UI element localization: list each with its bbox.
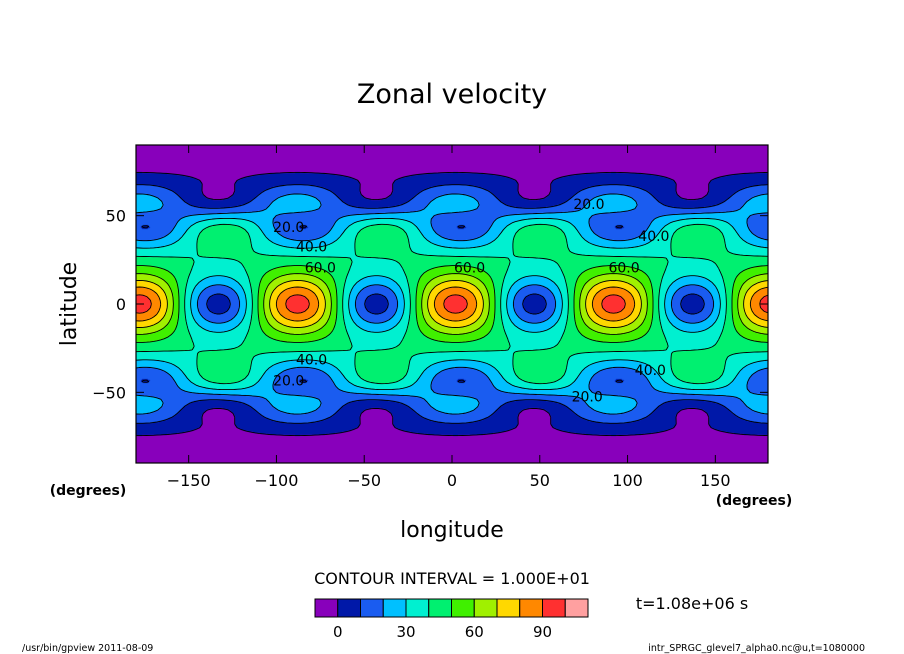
colorbar-swatch [564,598,589,618]
contour-labels: 20.0 40.0 60.0 60.0 60.0 20.0 40.0 40.0 20.0 40.0… [273,197,669,406]
velocity-field [136,145,768,463]
colorbar-swatch [314,598,339,618]
x-tick-label: 0 [447,471,457,490]
colorbar-tick-label: 60 [465,623,484,641]
colorbar-swatch [496,598,521,618]
x-units-left: (degrees) [50,483,127,499]
x-tick-label: −100 [254,471,298,490]
footer-right: intr_SPRGC_glevel7_alpha0.nc@u,t=1080000 [648,643,865,654]
footer-left: /usr/bin/gpview 2011-08-09 [22,643,153,654]
x-tick-label: 150 [700,471,731,490]
colorbar-swatch [542,598,566,618]
contour-line [136,223,768,385]
time-text: t=1.08e+06 s [636,594,748,613]
x-axis: −150 −100 −50 0 50 100 150 [167,145,731,490]
colorbar-swatch [519,598,543,618]
y-axis: 50 0 −50 [92,207,768,402]
colorbar: 0 30 60 90 [314,598,589,641]
colorbar-tick-label: 90 [533,623,552,641]
contour-line [136,280,768,328]
plot-area: 20.0 40.0 60.0 60.0 60.0 20.0 40.0 40.0 20.0 40.0… [92,144,769,490]
colorbar-swatch [382,598,407,618]
contour-label: 40.0 [296,239,327,255]
x-tick-label: 100 [612,471,643,490]
contour-lines [136,171,768,437]
contour-label: 60.0 [305,261,336,277]
contour-label: 20.0 [572,390,603,406]
x-tick-label: 50 [530,471,550,490]
colorbar-swatch [405,598,430,618]
contour-line [136,273,768,335]
contour-label: 40.0 [638,229,669,245]
contour-label: 20.0 [273,374,304,390]
x-tick-label: −150 [167,471,211,490]
colorbar-swatch [337,598,361,618]
colorbar-swatch [428,598,452,618]
contour-line [136,286,768,322]
colorbar-tick-label: 0 [333,623,343,641]
contour-interval-text: CONTOUR INTERVAL = 1.000E+01 [314,569,590,588]
contour-line [136,294,768,314]
chart-title: Zonal velocity [357,79,547,110]
contour-label: 60.0 [454,261,485,277]
x-tick-label: −50 [347,471,381,490]
contour-line [136,193,768,415]
contour-line [136,184,768,424]
contour-label: 60.0 [608,261,639,277]
contour-line [136,171,768,437]
contour-line [136,265,768,343]
y-tick-label: −50 [92,383,126,402]
contour-label: 20.0 [573,197,604,213]
contour-label: 40.0 [635,363,666,379]
colorbar-swatch [451,598,475,618]
colorbar-tick-label: 30 [396,623,415,641]
y-tick-label: 50 [106,207,126,226]
contour-label: 20.0 [273,220,304,236]
x-axis-label: longitude [400,518,504,543]
colorbar-swatch [473,598,498,618]
contour-label: 40.0 [296,353,327,369]
y-tick-label: 0 [116,295,126,314]
contour-line [136,217,768,391]
x-units-right: (degrees) [716,493,793,509]
y-axis-label: latitude [57,262,82,346]
colorbar-swatch [360,598,384,618]
